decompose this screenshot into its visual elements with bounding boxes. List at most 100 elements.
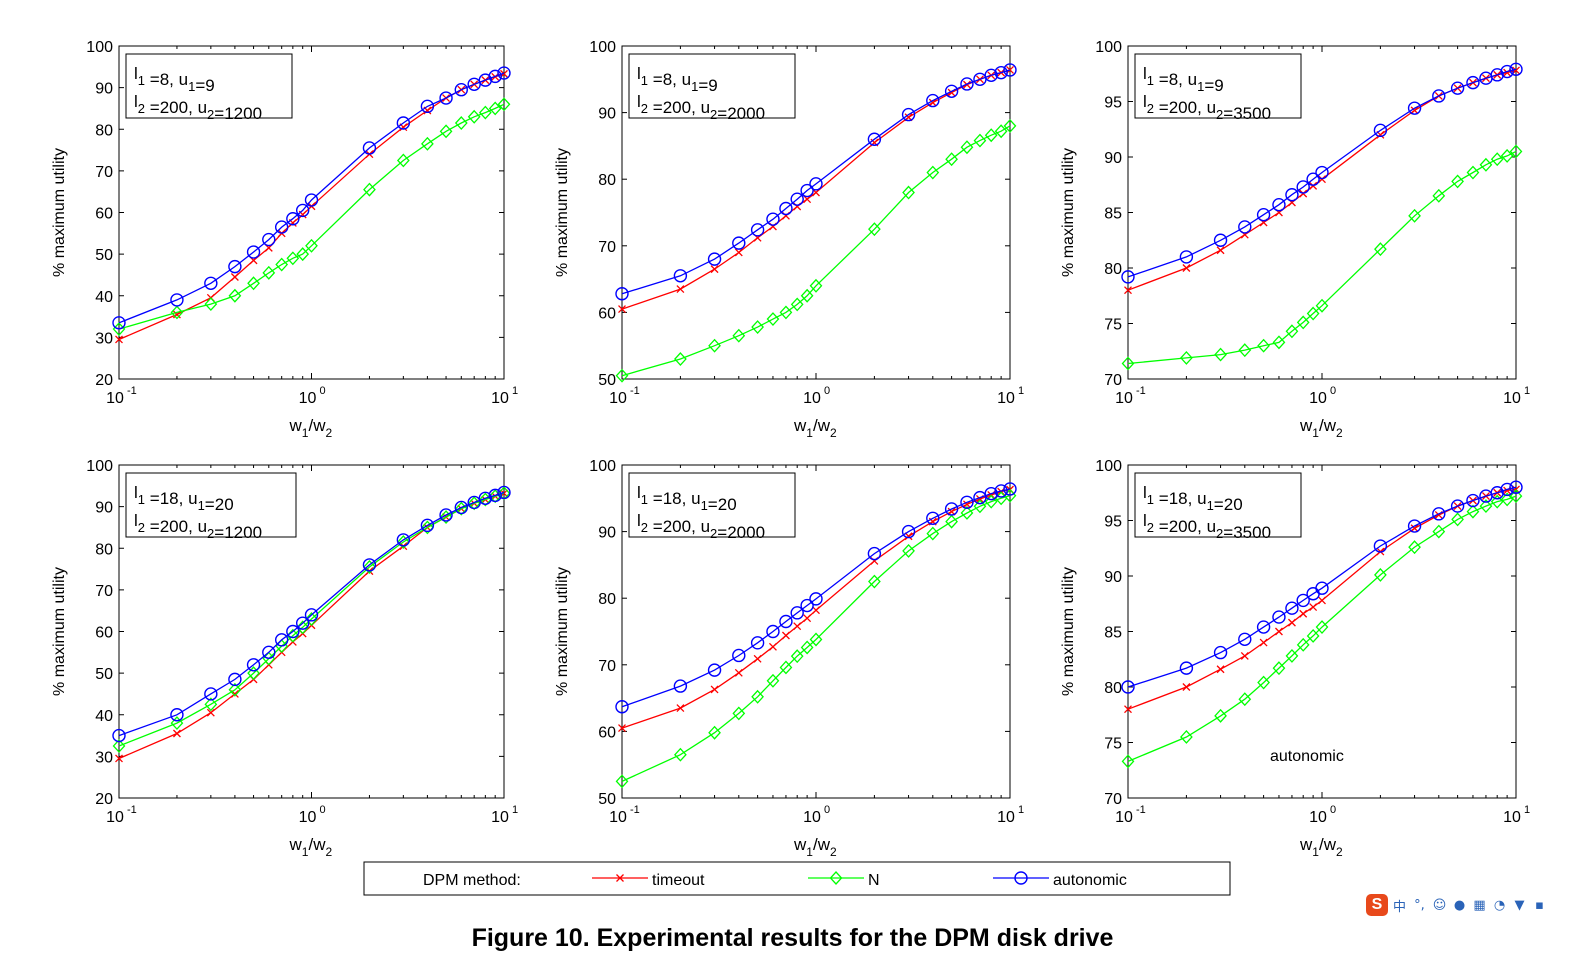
y-tick-label: 100 [1095,458,1122,475]
data-point-autonomic [779,201,793,216]
series-line-N [118,492,505,747]
data-point-N [809,278,823,293]
series-line-autonomic [1127,486,1517,688]
y-tick-label: 100 [1095,39,1122,56]
data-point-N [708,338,721,353]
data-point-N [296,620,310,635]
y-axis-label: % maximum utility [51,148,68,277]
data-point-autonomic [766,624,780,639]
data-point-autonomic [1213,645,1228,660]
data-point-autonomic [809,177,823,191]
data-point-N [1306,306,1320,321]
y-axis-label: % maximum utility [51,567,68,696]
data-point-N [868,222,881,237]
data-point-N [112,739,126,753]
chinese-mode-icon[interactable]: 中 [1392,899,1406,915]
data-point-N [766,673,780,688]
parameter-line-1: l1 =18, u1=20 [134,483,234,514]
y-tick-label: 95 [1104,514,1122,531]
data-point-N [1490,494,1504,509]
y-tick-label: 60 [598,305,616,322]
data-point-timeout [1240,651,1249,660]
skin-icon[interactable]: ◔ [1493,897,1506,913]
data-point-autonomic [362,558,377,572]
data-point-N [1509,144,1523,159]
data-point-N [1509,489,1523,504]
data-point-timeout [812,606,820,615]
emoji-icon[interactable]: ☺ [1432,897,1447,913]
shirt-icon[interactable]: ▼ [1514,897,1525,913]
data-point-N [1180,350,1193,365]
microphone-icon[interactable]: ● [1453,897,1466,913]
data-point-autonomic [732,648,746,663]
data-point-autonomic [766,212,780,226]
data-point-N [1285,648,1299,663]
y-tick-label: 100 [86,458,113,475]
data-point-N [1408,208,1421,223]
data-point-autonomic [488,69,502,84]
parameter-line-2: l2 =200, u2=2000 [637,511,765,542]
y-tick-label: 80 [1104,680,1122,697]
data-point-autonomic [1179,661,1194,675]
data-point-autonomic [1509,480,1523,494]
y-tick-label: 90 [1104,569,1122,586]
y-tick-label: 80 [95,541,113,558]
grid-menu-icon[interactable]: ▪ [1535,897,1544,913]
data-point-N [926,526,940,541]
data-point-timeout [1410,524,1419,533]
data-point-autonomic [707,663,722,677]
data-point-autonomic [1179,250,1194,264]
data-point-autonomic [1315,165,1329,180]
data-point-autonomic [228,259,242,274]
y-tick-label: 80 [598,172,616,189]
y-tick-label: 90 [95,500,113,517]
data-point-N [170,716,184,731]
y-tick-label: 100 [589,39,616,56]
keyboard-icon[interactable]: ▦ [1473,897,1486,913]
data-point-timeout [710,265,719,274]
data-point-N [1374,567,1387,582]
x-tick-exponent: -1 [127,385,137,397]
data-point-timeout [769,642,777,651]
data-point-N [809,632,823,647]
data-point-N [1466,165,1480,180]
y-tick-label: 75 [1104,317,1122,334]
data-point-timeout [1216,665,1225,674]
data-point-autonomic [1466,493,1480,508]
data-point-autonomic [944,502,959,516]
x-axis-label: w1/w2 [793,835,837,859]
legend-marker-N [829,871,843,885]
data-point-autonomic [800,598,814,613]
y-tick-label: 70 [598,658,616,675]
parameter-box [1134,53,1302,119]
data-point-autonomic [926,93,940,108]
data-point-timeout [1124,705,1132,714]
y-tick-label: 90 [598,106,616,123]
data-point-autonomic [274,633,289,647]
data-point-autonomic [673,679,688,693]
data-point-autonomic [304,193,319,207]
data-point-N [1121,754,1135,769]
x-tick-exponent: 0 [824,804,830,816]
parameter-line-1: l1 =18, u1=20 [637,483,737,514]
data-point-N [478,105,492,120]
sogou-s-icon[interactable]: S [1366,894,1388,916]
data-point-autonomic [295,616,310,630]
y-axis-label: % maximum utility [554,148,571,277]
data-point-N [960,505,974,520]
data-point-autonomic [295,203,310,218]
data-point-autonomic [994,65,1008,80]
data-point-N [945,514,958,529]
data-point-N [926,165,940,180]
data-point-N [868,574,881,589]
data-point-N [1238,343,1252,358]
y-tick-label: 50 [95,247,113,264]
x-tick-label: 10 [1309,390,1327,407]
x-axis-label: w1/w2 [289,416,333,440]
data-point-timeout [618,305,626,314]
x-tick-exponent: -1 [630,804,640,816]
punctuation-icon[interactable]: °, [1414,897,1425,913]
ime-toolbar[interactable]: S 中 °, ☺ ● ▦ ◔ ▼ ▪ [1366,894,1548,916]
